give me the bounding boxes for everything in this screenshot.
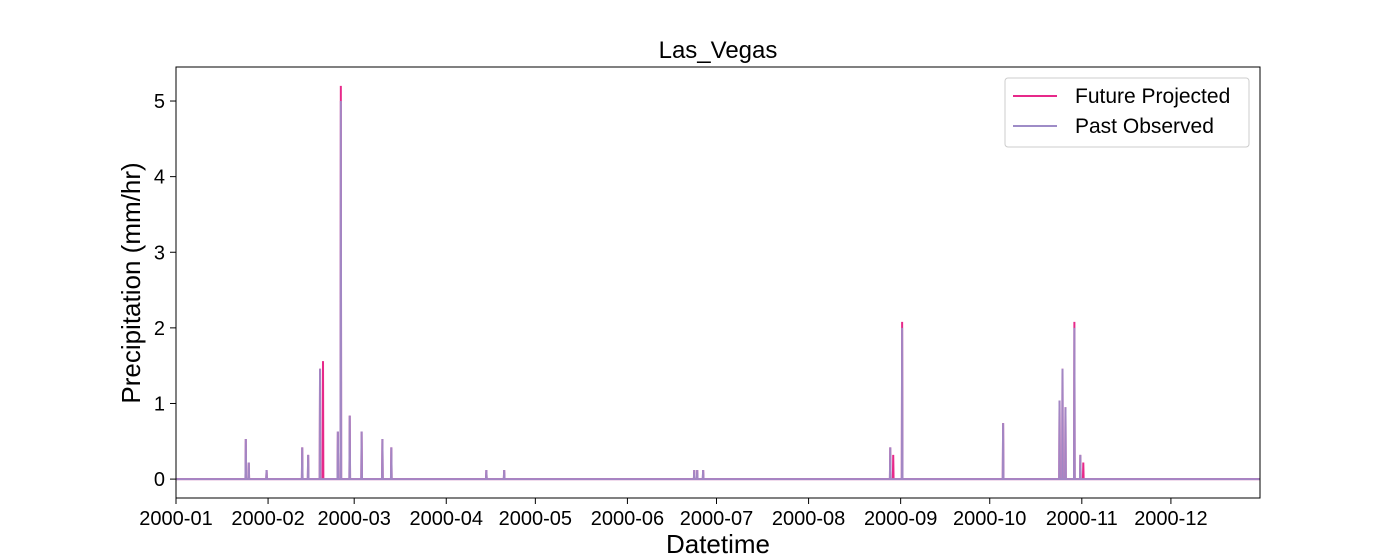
x-axis-label: Datetime <box>666 529 770 559</box>
y-tick-label: 1 <box>154 393 165 415</box>
x-tick-label: 2000-08 <box>772 508 845 530</box>
chart-title: Las_Vegas <box>659 37 778 64</box>
y-tick-label: 0 <box>154 469 165 491</box>
series-line-past-observed <box>175 101 1261 481</box>
x-tick-label: 2000-12 <box>1134 508 1207 530</box>
x-tick-label: 2000-09 <box>864 508 937 530</box>
x-tick-label: 2000-11 <box>1046 508 1118 530</box>
x-tick-label: 2000-01 <box>139 508 212 530</box>
x-tick-label: 2000-03 <box>317 508 390 530</box>
legend-label-past: Past Observed <box>1075 115 1214 138</box>
legend-box <box>1004 77 1250 148</box>
y-axis-label: Precipitation (mm/hr) <box>116 162 146 403</box>
x-tick-label: 2000-04 <box>410 508 483 530</box>
x-tick-label: 2000-02 <box>231 508 304 530</box>
y-axis: 0 1 2 3 4 5 <box>154 91 176 491</box>
y-tick-label: 5 <box>154 91 165 113</box>
y-tick-label: 2 <box>154 318 165 340</box>
plot-area <box>175 85 1261 481</box>
y-tick-label: 4 <box>154 167 165 189</box>
y-tick-label: 3 <box>154 242 165 264</box>
plot-frame <box>175 66 1261 499</box>
x-tick-label: 2000-06 <box>591 508 664 530</box>
x-tick-label: 2000-07 <box>680 508 753 530</box>
x-axis: 2000-01 2000-02 2000-03 2000-04 2000-05 2000-… <box>139 498 1208 530</box>
x-tick-label: 2000-10 <box>953 508 1026 530</box>
legend-label-future: Future Projected <box>1075 85 1230 108</box>
legend: Future Projected Past Observed <box>1004 77 1250 148</box>
x-tick-label: 2000-05 <box>499 508 572 530</box>
